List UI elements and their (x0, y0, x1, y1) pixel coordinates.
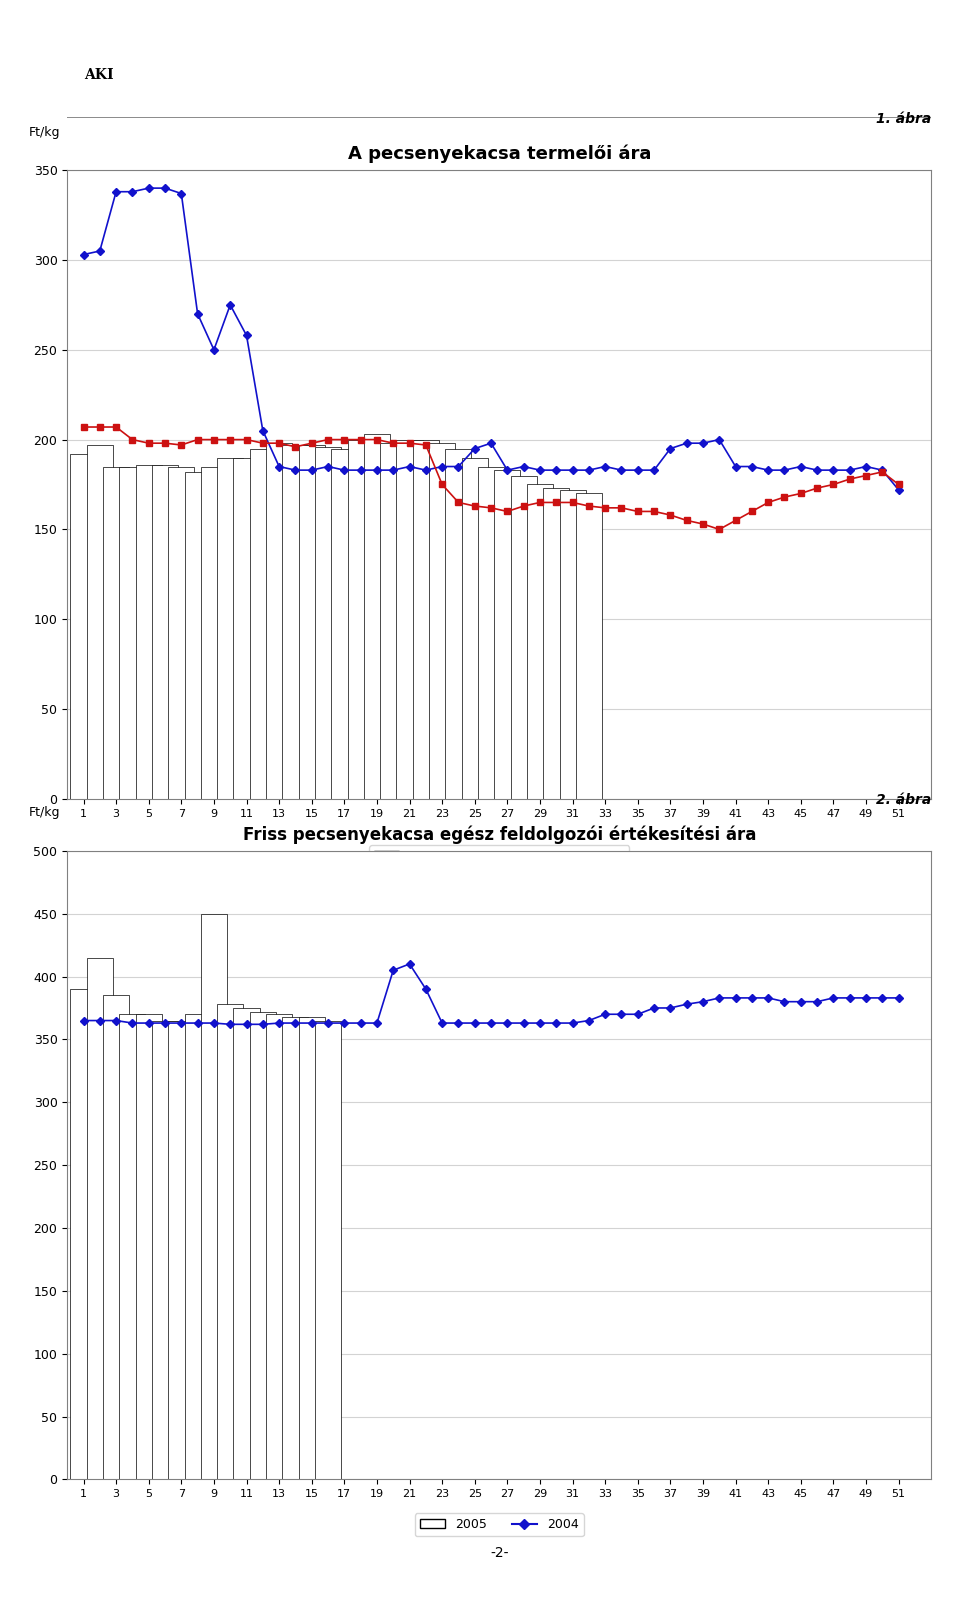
Bar (396, 440, 422, 799)
Bar (576, 493, 602, 799)
Text: 2. ábra: 2. ábra (876, 792, 931, 807)
Title: A pecsenyekacsa termelői ára: A pecsenyekacsa termelői ára (348, 144, 651, 162)
Bar (86, 958, 113, 1480)
Bar (331, 448, 357, 799)
Legend: 2005, 2004, 2003: 2005, 2004, 2003 (369, 846, 630, 868)
Text: Ft/kg: Ft/kg (29, 807, 60, 820)
Bar (168, 466, 194, 799)
Bar (119, 1014, 146, 1480)
Bar (201, 914, 227, 1480)
Bar (250, 1011, 276, 1480)
Bar (511, 476, 537, 799)
Bar (233, 458, 259, 799)
Text: AKI: AKI (84, 68, 114, 83)
Bar (543, 489, 569, 799)
Bar (299, 1016, 324, 1480)
Bar (152, 1021, 178, 1480)
Bar (217, 1005, 243, 1480)
Legend: 2005, 2004: 2005, 2004 (415, 1513, 584, 1535)
Text: -2-: -2- (490, 1545, 509, 1560)
Bar (201, 466, 227, 799)
Bar (119, 466, 146, 799)
Bar (413, 440, 439, 799)
Bar (152, 464, 178, 799)
Text: 1. ábra: 1. ábra (876, 112, 931, 127)
Bar (494, 471, 520, 799)
Bar (217, 458, 243, 799)
Text: Ft/kg: Ft/kg (29, 125, 60, 138)
Bar (315, 1021, 341, 1480)
Bar (348, 440, 373, 799)
Bar (70, 454, 97, 799)
Bar (250, 448, 276, 799)
Bar (266, 1014, 292, 1480)
Bar (380, 443, 406, 799)
Bar (135, 464, 161, 799)
Bar (462, 458, 488, 799)
Bar (184, 472, 210, 799)
Bar (266, 443, 292, 799)
Bar (364, 435, 390, 799)
Bar (527, 485, 553, 799)
Bar (478, 466, 504, 799)
Bar (70, 988, 97, 1480)
Bar (184, 1014, 210, 1480)
Title: Friss pecsenyekacsa egész feldolgozói értékesítési ára: Friss pecsenyekacsa egész feldolgozói ér… (243, 824, 756, 844)
Bar (315, 446, 341, 799)
Bar (429, 443, 455, 799)
Bar (135, 1014, 161, 1480)
Bar (282, 1016, 308, 1480)
Bar (282, 445, 308, 799)
Bar (445, 448, 471, 799)
Bar (103, 466, 130, 799)
Bar (86, 445, 113, 799)
Bar (233, 1008, 259, 1480)
Bar (299, 445, 324, 799)
Bar (103, 995, 130, 1480)
Bar (168, 1021, 194, 1480)
Bar (560, 490, 586, 799)
